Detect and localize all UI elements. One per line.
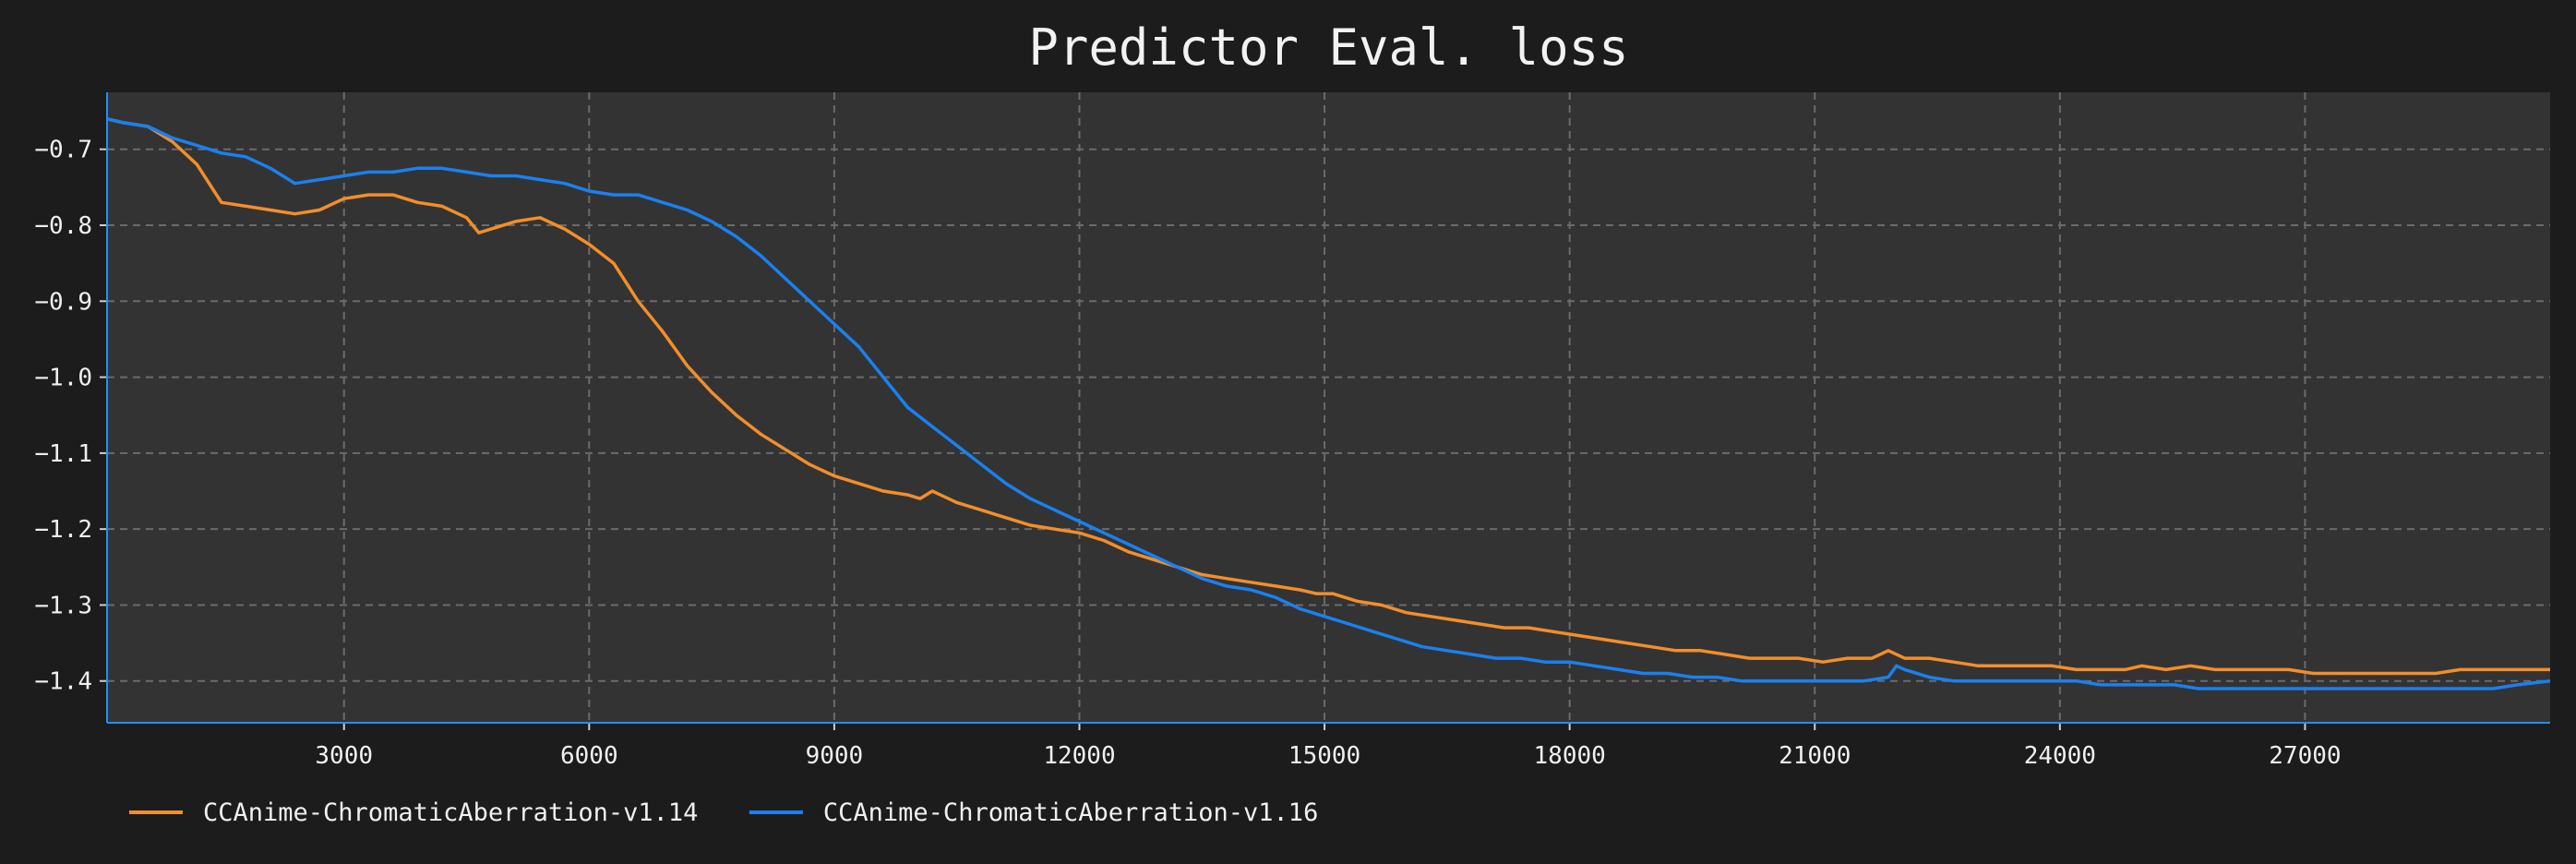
y-tick-label: −0.9 bbox=[34, 288, 92, 316]
x-tick-label: 24000 bbox=[2024, 742, 2096, 770]
grid bbox=[107, 92, 2550, 723]
legend: CCAnime-ChromaticAberration-v1.14 CCAnime… bbox=[129, 798, 1318, 827]
y-tick-label: −1.0 bbox=[34, 365, 92, 392]
x-tick-label: 27000 bbox=[2269, 742, 2341, 770]
x-tick-label: 9000 bbox=[806, 742, 864, 770]
x-tick-label: 21000 bbox=[1779, 742, 1851, 770]
y-tick-label: −0.7 bbox=[34, 137, 92, 164]
chart-title: Predictor Eval. loss bbox=[1028, 18, 1628, 77]
series-line-1 bbox=[106, 117, 2550, 676]
x-tick-label: 15000 bbox=[1288, 742, 1360, 770]
axes: 3000 6000 9000 12000 15000 18000 21000 24000 270… bbox=[34, 92, 2550, 770]
x-tick-label: 6000 bbox=[560, 742, 618, 770]
series-line-2 bbox=[106, 117, 2551, 690]
legend-label-1: CCAnime-ChromaticAberration-v1.14 bbox=[203, 798, 698, 827]
y-tick-label: −0.8 bbox=[34, 212, 92, 240]
plot-area bbox=[107, 92, 2550, 723]
y-tick-label: −1.1 bbox=[34, 440, 92, 468]
y-tick-label: −1.4 bbox=[34, 668, 92, 696]
y-tick-label: −1.3 bbox=[34, 592, 92, 619]
x-tick-label: 18000 bbox=[1534, 742, 1606, 770]
x-tick-label: 3000 bbox=[315, 742, 373, 770]
legend-label-2: CCAnime-ChromaticAberration-v1.16 bbox=[823, 798, 1318, 827]
y-tick-label: −1.2 bbox=[34, 516, 92, 544]
series-lines bbox=[106, 117, 2551, 690]
x-tick-label: 12000 bbox=[1043, 742, 1115, 770]
